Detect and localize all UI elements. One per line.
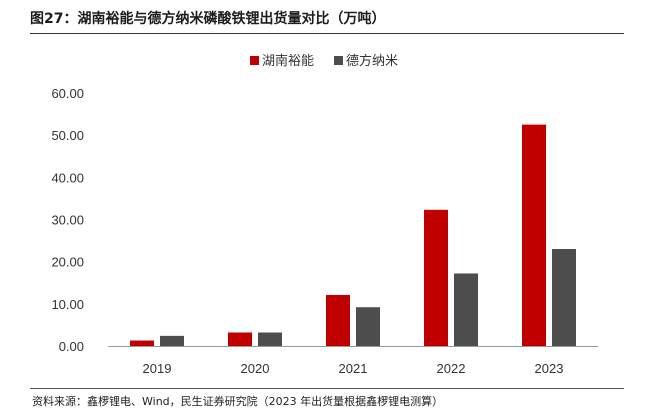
bar-defang-nano-2020 xyxy=(258,332,282,346)
y-tick-label: 50.00 xyxy=(51,128,84,143)
y-tick-label: 20.00 xyxy=(51,255,84,270)
bar-hunan-yuneng-2020 xyxy=(228,332,252,346)
y-axis-ticks: 0.00 10.00 20.00 30.00 40.00 50.00 60.00 xyxy=(51,86,84,354)
bar-hunan-yuneng-2023 xyxy=(522,124,546,346)
x-tick-label: 2021 xyxy=(339,361,368,376)
y-tick-label: 10.00 xyxy=(51,297,84,312)
bar-hunan-yuneng-2022 xyxy=(424,209,448,346)
x-axis-ticks: 2019 2020 2021 2022 2023 xyxy=(143,361,564,376)
bar-defang-nano-2021 xyxy=(356,307,380,346)
legend-swatch-defang-nano xyxy=(334,56,343,65)
figure-title: 图27：湖南裕能与德方纳米磷酸铁锂出货量对比（万吨） xyxy=(30,11,386,27)
y-tick-label: 40.00 xyxy=(51,170,84,185)
x-tick-label: 2023 xyxy=(535,361,564,376)
x-tick-label: 2020 xyxy=(241,361,270,376)
x-tick-label: 2019 xyxy=(143,361,172,376)
bar-hunan-yuneng-2019 xyxy=(130,340,154,346)
bar-hunan-yuneng-2021 xyxy=(326,294,350,346)
bar-defang-nano-2023 xyxy=(552,249,576,346)
chart-legend: 湖南裕能 德方纳米 xyxy=(250,53,398,68)
bar-defang-nano-2022 xyxy=(454,273,478,346)
source-note: 资料来源：鑫椤锂电、Wind，民生证券研究院（2023 年出货量根据鑫椤锂电测算… xyxy=(32,395,444,408)
bar-defang-nano-2019 xyxy=(160,335,184,346)
source-divider xyxy=(30,388,624,389)
bars xyxy=(130,124,576,346)
y-tick-label: 0.00 xyxy=(59,339,84,354)
bar-chart: 湖南裕能 德方纳米 0.00 10.00 20.00 30.00 40.00 50.00 6… xyxy=(51,53,598,376)
y-tick-label: 30.00 xyxy=(51,213,84,228)
legend-label-hunan-yuneng: 湖南裕能 xyxy=(262,53,314,68)
title-divider xyxy=(30,33,624,34)
legend-label-defang-nano: 德方纳米 xyxy=(346,53,398,68)
x-tick-label: 2022 xyxy=(437,361,466,376)
legend-swatch-hunan-yuneng xyxy=(250,56,259,65)
y-tick-label: 60.00 xyxy=(51,86,84,101)
